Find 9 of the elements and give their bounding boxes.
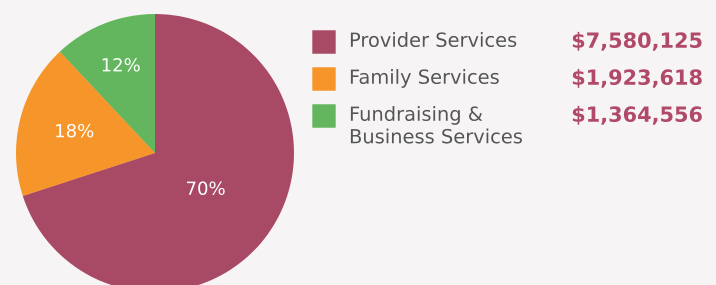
legend-label: Fundraising & Business Services xyxy=(350,106,522,144)
data-label: 70% xyxy=(187,181,225,196)
legend-label: Family Services xyxy=(350,69,499,88)
legend-label: Provider Services xyxy=(350,32,516,48)
text: $1,923,618 xyxy=(572,68,702,88)
data-label: 12% xyxy=(102,58,140,72)
text: $7,580,125 xyxy=(572,32,702,51)
data-label: 18% xyxy=(56,124,94,138)
text: $1,364,556 xyxy=(572,106,702,125)
